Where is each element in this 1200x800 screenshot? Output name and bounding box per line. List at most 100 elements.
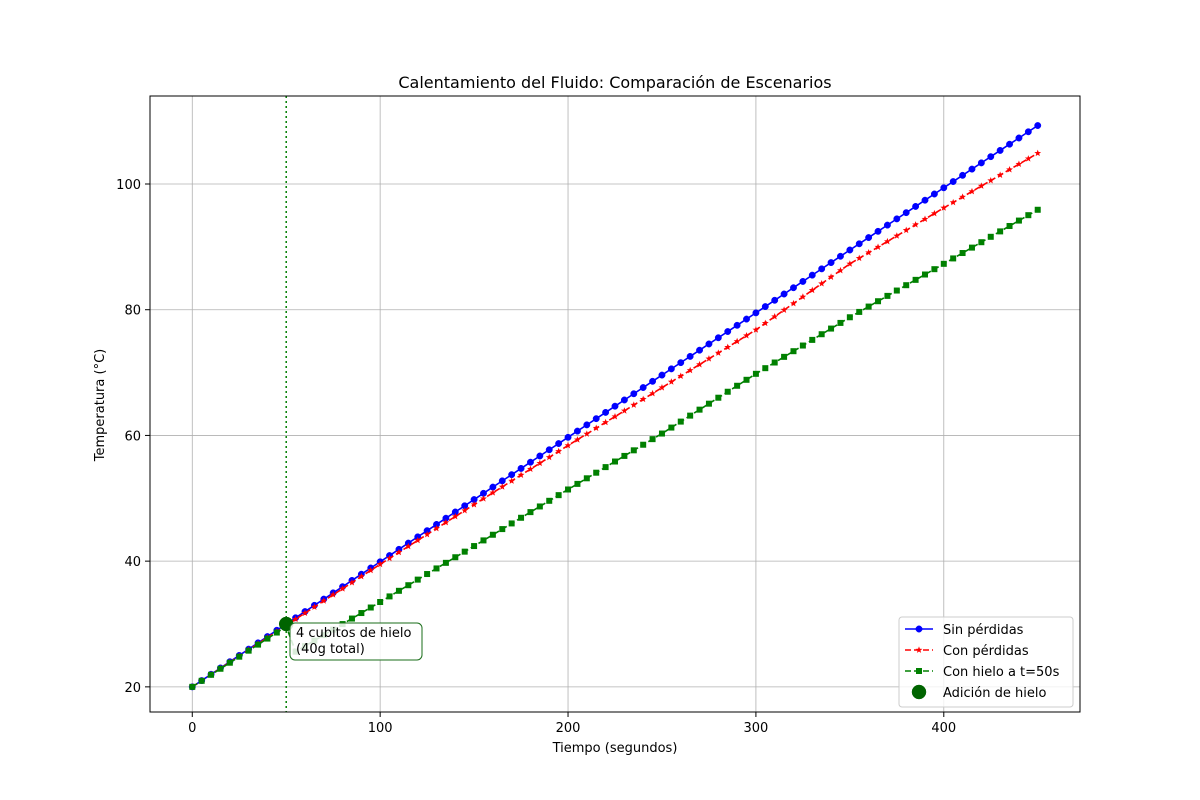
data-point (893, 287, 900, 294)
data-point (508, 477, 516, 484)
data-point (912, 221, 920, 228)
data-point (808, 271, 816, 279)
data-point (818, 331, 825, 338)
data-point (189, 683, 196, 690)
data-point (959, 171, 967, 179)
data-point (555, 492, 562, 499)
data-point (264, 635, 271, 642)
data-point (1034, 206, 1041, 213)
data-point (555, 440, 563, 447)
data-point (414, 536, 422, 544)
data-point (452, 554, 459, 561)
data-point (273, 629, 280, 636)
data-point (987, 153, 995, 161)
data-point (874, 243, 882, 250)
data-point (949, 178, 957, 185)
legend-label: Con pérdidas (943, 644, 1029, 659)
data-point (1015, 217, 1022, 224)
y-axis-title: Temperatura (°C) (93, 349, 108, 462)
data-point (620, 396, 628, 404)
data-point (602, 408, 610, 416)
data-point (856, 308, 863, 315)
data-point (527, 465, 534, 473)
axes: 0 100 200 300 400 20 40 60 80 100 (116, 95, 1081, 736)
data-point (245, 647, 252, 654)
data-point (828, 325, 835, 332)
data-point (545, 453, 553, 461)
data-point (734, 382, 741, 389)
data-point (658, 371, 666, 379)
data-point (837, 319, 844, 326)
data-point (348, 578, 356, 586)
y-tick-label: 60 (124, 429, 141, 444)
data-point (405, 582, 412, 589)
data-point (724, 388, 731, 395)
data-point (790, 284, 797, 292)
chart-title: Calentamiento del Fluido: Comparación de… (398, 73, 831, 92)
data-point (518, 514, 525, 521)
y-tick-label: 40 (124, 555, 141, 570)
data-point (921, 196, 929, 204)
data-point (781, 353, 788, 360)
data-point (761, 303, 769, 311)
data-point (912, 276, 919, 283)
data-point (545, 446, 553, 454)
annotation-box (289, 622, 423, 661)
data-point (639, 384, 647, 391)
data-point (329, 591, 337, 598)
data-point (893, 215, 901, 223)
data-point (987, 233, 994, 240)
annotation-line-2: (40g total) (296, 642, 365, 657)
data-point (940, 184, 948, 192)
data-point (1015, 160, 1023, 168)
data-point (583, 475, 590, 482)
x-axis-title: Tiempo (segundos) (552, 741, 678, 756)
data-point (376, 560, 384, 568)
data-point (536, 452, 544, 460)
data-point (517, 471, 525, 478)
data-point (705, 340, 713, 348)
data-point (705, 400, 712, 407)
data-point (855, 240, 863, 248)
data-point (687, 412, 694, 419)
data-point (902, 226, 910, 234)
plot-frame (149, 95, 1081, 713)
data-point (339, 585, 346, 592)
data-point (565, 486, 572, 493)
data-point (320, 597, 328, 604)
ice-annotation: 4 cubitos de hielo (40g total) (289, 622, 423, 661)
data-point (996, 171, 1004, 178)
data-point (1034, 149, 1042, 157)
data-point (696, 406, 703, 413)
data-point (930, 190, 938, 198)
data-point (752, 370, 759, 377)
data-point (649, 436, 656, 443)
x-tick-label: 300 (743, 721, 768, 736)
data-point (874, 227, 882, 235)
data-point (602, 464, 609, 471)
data-point (959, 193, 966, 200)
legend: Sin pérdidas Con pérdidas Con hielo a t=50… (898, 616, 1074, 708)
data-point (968, 187, 976, 195)
data-point (705, 355, 713, 362)
data-point (714, 334, 722, 342)
y-tick-label: 100 (116, 178, 141, 193)
data-point (639, 395, 647, 403)
data-point (592, 415, 600, 423)
data-point (865, 303, 872, 310)
data-point (790, 348, 797, 355)
legend-item: Sin pérdidas (905, 623, 1024, 638)
data-point (480, 537, 487, 544)
data-point (668, 424, 675, 431)
data-point (301, 609, 309, 616)
x-tick-label: 0 (188, 721, 196, 736)
data-point (809, 336, 816, 343)
data-point (395, 548, 403, 556)
data-point (611, 402, 619, 410)
data-point (386, 593, 393, 600)
data-point (1024, 155, 1032, 162)
data-point (921, 215, 929, 222)
data-point (780, 290, 788, 298)
data-point (508, 471, 516, 479)
